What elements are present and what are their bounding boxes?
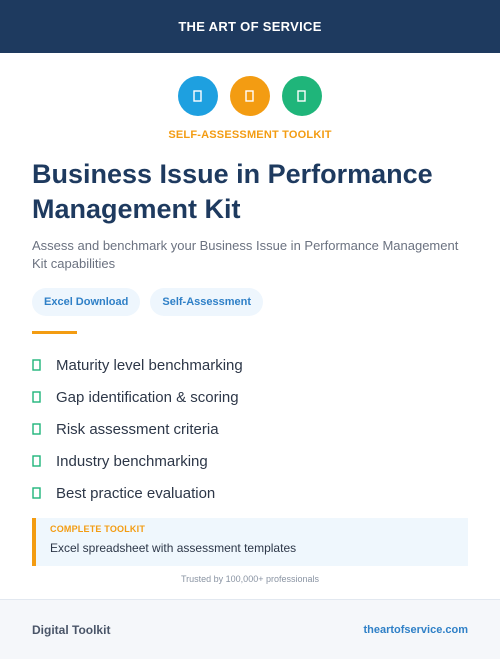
feature-text: Maturity level benchmarking	[56, 356, 243, 374]
check-icon	[32, 455, 56, 467]
website-link[interactable]: theartofservice.com	[363, 623, 468, 636]
tag-excel-download: Excel Download	[32, 288, 141, 316]
page-title: Business Issue in Performance Management…	[32, 159, 433, 224]
callout-label: COMPLETE TOOLKIT	[50, 524, 146, 534]
feature-text: Gap identification & scoring	[56, 388, 239, 406]
document-icon	[245, 90, 254, 102]
check-icon	[32, 391, 56, 403]
footer: Digital Toolkit theartofservice.com	[0, 599, 500, 659]
icon-row	[0, 76, 500, 116]
toolkit-callout: COMPLETE TOOLKIT Excel spreadsheet with …	[32, 518, 468, 566]
check-icon	[32, 487, 56, 499]
feature-item: Maturity level benchmarking	[32, 349, 243, 381]
feature-text: Industry benchmarking	[56, 452, 208, 470]
check-icon	[32, 359, 56, 371]
accent-divider	[32, 331, 77, 334]
page-subtitle: Assess and benchmark your Business Issue…	[32, 238, 459, 271]
feature-item: Industry benchmarking	[32, 445, 243, 477]
feature-item: Best practice evaluation	[32, 477, 243, 509]
feature-item: Risk assessment criteria	[32, 413, 243, 445]
check-icon	[32, 423, 56, 435]
icon-circle-orange	[230, 76, 270, 116]
top-banner: THE ART OF SERVICE	[0, 0, 500, 53]
document-icon	[297, 90, 306, 102]
icon-circle-blue	[178, 76, 218, 116]
footer-label: Digital Toolkit	[32, 622, 111, 637]
brand-name: THE ART OF SERVICE	[178, 19, 322, 34]
tag-list: Excel Download Self-Assessment	[32, 288, 264, 316]
document-icon	[193, 90, 202, 102]
feature-list: Maturity level benchmarking Gap identifi…	[32, 349, 243, 509]
kicker-label: SELF-ASSESSMENT TOOLKIT	[168, 129, 332, 141]
feature-text: Best practice evaluation	[56, 484, 216, 502]
icon-circle-green	[282, 76, 322, 116]
feature-item: Gap identification & scoring	[32, 381, 243, 413]
tag-self-assessment: Self-Assessment	[150, 288, 264, 316]
feature-text: Risk assessment criteria	[56, 420, 219, 438]
trusted-note: Trusted by 100,000+ professionals	[180, 574, 319, 584]
callout-text: Excel spreadsheet with assessment templa…	[50, 541, 297, 555]
